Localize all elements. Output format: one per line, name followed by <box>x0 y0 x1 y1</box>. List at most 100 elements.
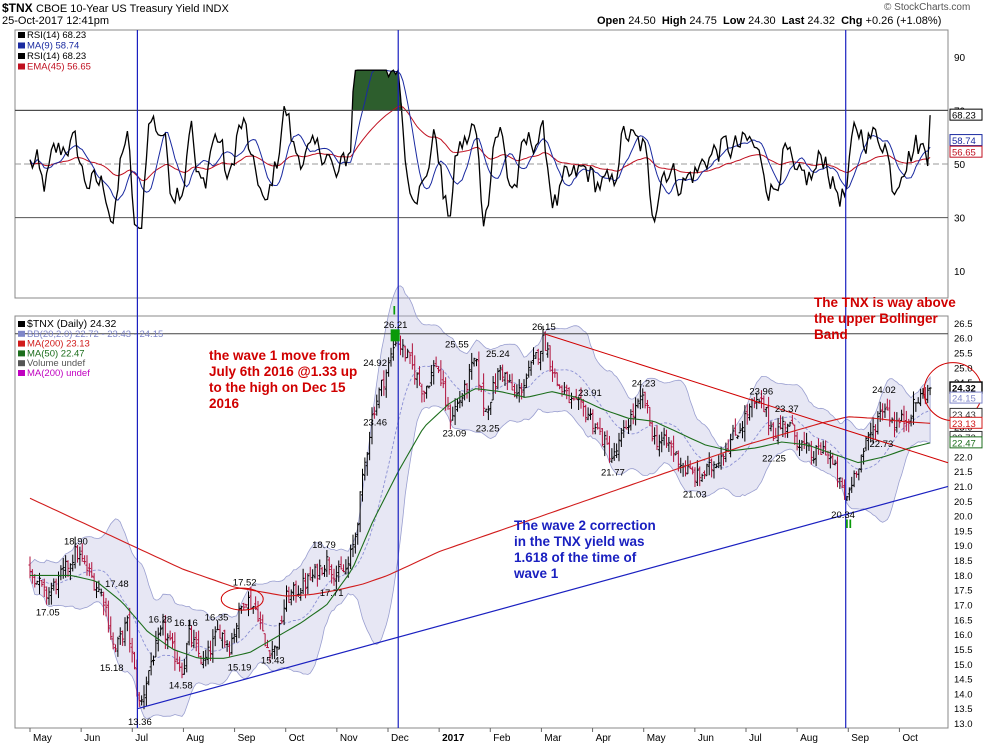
price-bar <box>501 364 505 382</box>
price-bar <box>743 405 747 442</box>
swing-point-label: 24.02 <box>872 385 896 396</box>
price-bar <box>866 431 870 451</box>
price-bar <box>645 399 649 414</box>
price-bar <box>555 372 559 387</box>
price-bar <box>370 407 374 445</box>
price-bar <box>491 376 495 401</box>
price-bar <box>819 442 823 455</box>
chg-value: +0.26 (+1.08%) <box>865 15 942 27</box>
price-bar <box>453 398 457 426</box>
price-bar <box>859 454 863 473</box>
price-bar <box>591 409 595 435</box>
x-tick-label: Aug <box>186 733 204 744</box>
price-y-tick-label: 26.0 <box>954 334 973 345</box>
price-bar <box>332 568 336 586</box>
price-bar <box>49 582 53 605</box>
price-bar <box>626 419 630 434</box>
price-bar <box>579 387 583 409</box>
rsi-y-tick-label: 30 <box>954 214 966 225</box>
price-bar <box>916 397 920 404</box>
price-bar <box>206 640 210 665</box>
x-tick-label: Jul <box>135 733 148 744</box>
price-y-tick-label: 26.5 <box>954 319 973 330</box>
price-bar <box>698 466 702 487</box>
price-bar <box>47 587 51 605</box>
price-bar <box>607 435 611 463</box>
price-bar <box>695 460 699 486</box>
ma200-line <box>29 416 931 597</box>
price-bar <box>270 640 274 660</box>
x-tick-label: 2017 <box>442 733 465 744</box>
price-bar <box>824 440 828 456</box>
price-bar <box>465 383 469 399</box>
price-bar <box>391 338 395 361</box>
price-bar <box>738 423 742 434</box>
price-legend-label: $TNX (Daily) 24.32 <box>27 318 116 330</box>
price-bar <box>118 627 122 645</box>
price-bar <box>413 355 417 385</box>
price-bar <box>911 391 915 425</box>
rsi-y-tick-label: 50 <box>954 160 966 171</box>
price-bar <box>615 443 619 458</box>
price-y-tick-label: 21.5 <box>954 467 973 478</box>
price-bar <box>524 373 528 389</box>
swing-point-label: 21.03 <box>683 490 707 501</box>
price-bar <box>664 429 668 448</box>
annotation-bollinger: The TNX is way above the upper Bollinger… <box>814 295 956 342</box>
price-bar <box>220 632 224 649</box>
price-bar <box>130 637 134 663</box>
support-trendline <box>137 485 949 710</box>
price-bar <box>700 473 704 482</box>
price-bar <box>121 630 125 646</box>
price-bar <box>318 559 322 580</box>
x-tick-label: Oct <box>289 733 305 744</box>
price-y-tick-label: 20.5 <box>954 497 973 508</box>
price-bar <box>280 615 284 624</box>
legend-swatch <box>18 32 25 38</box>
price-bar <box>128 607 132 653</box>
price-legend-label: MA(50) 22.47 <box>27 348 85 359</box>
swing-point-label: 23.37 <box>775 404 799 415</box>
rsi-legend-label: EMA(45) 56.65 <box>27 62 91 73</box>
price-bar <box>132 651 136 670</box>
price-bar <box>833 459 837 466</box>
price-value-badge <box>949 416 983 429</box>
price-bar <box>111 632 115 650</box>
swing-point-label: 17.71 <box>320 588 344 599</box>
price-bar <box>781 416 785 438</box>
rsi-line <box>29 68 931 229</box>
price-bar <box>900 409 904 422</box>
price-bar <box>857 468 861 481</box>
price-bar <box>408 351 412 365</box>
price-bar <box>71 554 75 572</box>
price-y-tick-label: 25.0 <box>954 363 973 374</box>
price-bar <box>83 555 87 565</box>
price-bar <box>140 695 144 706</box>
price-bar <box>154 630 158 658</box>
x-tick-label: Feb <box>493 733 511 744</box>
price-bar <box>584 404 588 423</box>
price-bar <box>505 371 509 391</box>
swing-point-label: 22.73 <box>870 439 894 450</box>
price-bar <box>674 451 678 456</box>
price-bar <box>87 563 91 577</box>
x-axis: May Jun Jul Aug Sep Oct Nov Dec 2017 Feb Mar Apr May… <box>29 728 918 744</box>
price-value-badge <box>949 436 983 449</box>
legend-swatch <box>18 321 25 327</box>
rsi-y-tick-label: 10 <box>954 267 966 278</box>
price-bar <box>263 633 267 647</box>
swing-point-label: 17.05 <box>36 608 60 619</box>
swing-point-label: 23.09 <box>442 428 466 439</box>
price-bar <box>439 360 443 387</box>
annotation-wave1: the wave 1 move from July 6th 2016 @1.33… <box>209 348 358 411</box>
price-bar <box>358 491 362 533</box>
price-bar <box>610 448 614 463</box>
price-bar <box>883 403 887 418</box>
price-bar <box>795 431 799 451</box>
legend-swatch <box>18 340 25 347</box>
price-bar <box>489 401 493 415</box>
price-bar <box>928 387 932 396</box>
price-bar <box>389 347 393 367</box>
price-bar <box>223 629 227 648</box>
price-bar <box>455 399 459 412</box>
